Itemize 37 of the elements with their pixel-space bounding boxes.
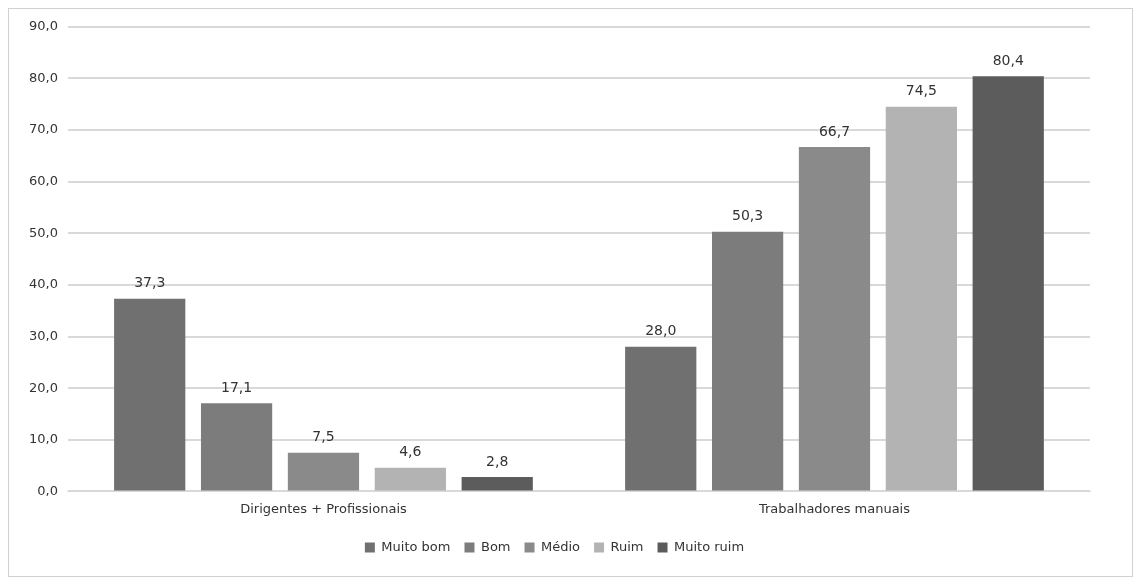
bar — [114, 298, 186, 491]
legend-label: Muito ruim — [674, 538, 745, 554]
bar — [625, 346, 697, 491]
bar — [374, 467, 446, 491]
y-tick-label: 50,0 — [28, 224, 58, 240]
bar — [798, 147, 871, 491]
legend-label: Ruim — [610, 538, 644, 554]
legend-label: Muito bom — [381, 538, 451, 554]
y-tick-label: 30,0 — [28, 327, 58, 343]
data-label: 80,4 — [992, 52, 1024, 68]
data-label: 7,5 — [312, 428, 335, 445]
data-label: 74,5 — [905, 82, 937, 99]
data-label: 4,6 — [399, 443, 422, 460]
bar — [461, 476, 533, 491]
data-label: 50,3 — [732, 207, 764, 224]
y-tick-label: 80,0 — [28, 69, 58, 85]
bar — [287, 452, 360, 491]
legend-label: Médio — [541, 538, 581, 554]
bar — [200, 403, 273, 491]
data-label: 37,3 — [134, 274, 166, 291]
y-tick-label: 10,0 — [28, 431, 58, 447]
y-tick-label: 0,0 — [37, 482, 58, 498]
bar — [972, 76, 1044, 491]
data-label: 28,0 — [645, 322, 677, 339]
data-label: 17,1 — [221, 378, 253, 395]
y-tick-label: 90,0 — [28, 18, 58, 34]
y-tick-label: 20,0 — [28, 379, 58, 395]
legend-label: Bom — [480, 538, 511, 554]
x-tick-label: Trabalhadores manuais — [757, 500, 911, 516]
y-tick-label: 70,0 — [28, 121, 58, 137]
y-tick-label: 60,0 — [28, 173, 58, 189]
bar — [885, 106, 957, 491]
x-tick-label: Dirigentes + Profissionais — [240, 500, 407, 516]
data-label: 2,8 — [486, 452, 509, 469]
y-tick-label: 40,0 — [28, 276, 58, 292]
data-label: 66,7 — [818, 122, 851, 139]
bar — [711, 231, 784, 491]
